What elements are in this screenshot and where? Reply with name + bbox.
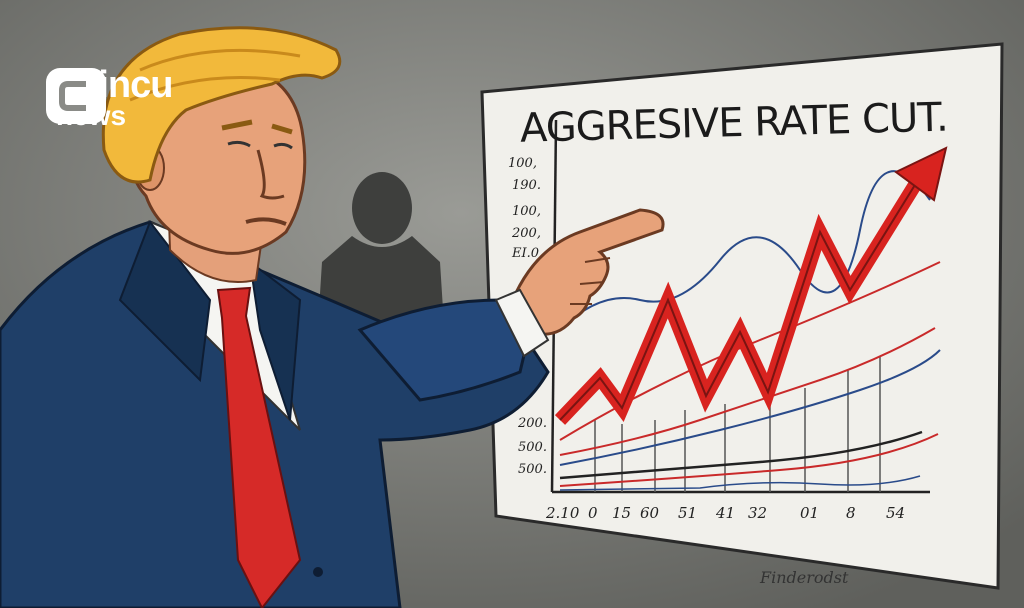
- red-tie: [216, 286, 302, 608]
- blond-hair: [101, 26, 342, 184]
- x-tick-label: 60: [640, 504, 660, 522]
- x-tick-label: 51: [678, 504, 698, 522]
- x-tick-label: 32: [748, 504, 768, 522]
- x-tick-label: 15: [612, 504, 632, 522]
- y-tick-label: 100,: [512, 204, 541, 219]
- artist-signature: Finderodst: [760, 568, 849, 587]
- man-figure: [0, 26, 665, 608]
- y-tick-label: 100,: [508, 156, 537, 171]
- x-tick-label: 54: [886, 504, 906, 522]
- chart-paper: [480, 42, 1004, 590]
- x-tick-label: 0: [588, 504, 598, 522]
- coincu-logo-icon: [46, 68, 106, 124]
- y-tick-label: EI.0: [512, 246, 540, 261]
- coincu-logo: coincu news: [44, 66, 173, 130]
- x-tick-label: 41: [716, 504, 736, 522]
- y-tick-label: 190.: [512, 178, 541, 193]
- x-tick-label: 2.10: [546, 504, 580, 522]
- x-tick-label: 8: [846, 504, 856, 522]
- y-tick-label: 200.: [518, 416, 547, 431]
- x-tick-label: 01: [800, 504, 820, 522]
- y-tick-label: 500.: [518, 440, 547, 455]
- y-tick-label: 200,: [512, 226, 541, 241]
- pointing-hand: [506, 208, 665, 336]
- y-tick-label: 500.: [518, 462, 547, 477]
